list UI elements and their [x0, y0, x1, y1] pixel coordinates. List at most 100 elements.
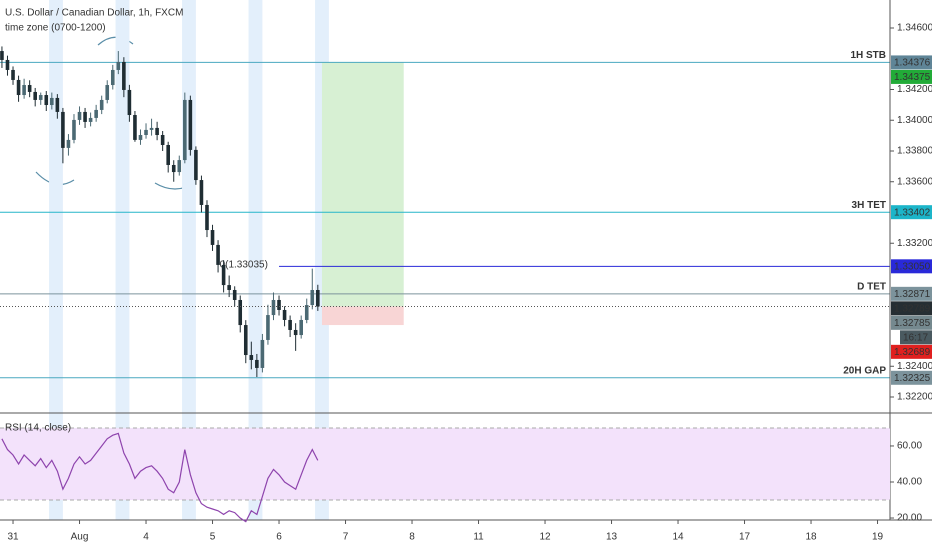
level-label: 3H TET: [852, 200, 886, 211]
candle-body: [133, 115, 137, 140]
pattern-arc: [97, 36, 134, 46]
candle-body: [144, 129, 148, 136]
y-tick-label: 1.33600: [897, 176, 932, 187]
level-label: 20H GAP: [843, 365, 886, 376]
candle-body: [310, 289, 315, 306]
candle-body: [177, 160, 182, 173]
price-tag: [891, 205, 932, 220]
candle-body: [316, 289, 320, 307]
candle-body: [0, 51, 4, 60]
x-tick-label: 4: [143, 532, 149, 543]
price-tag: [891, 344, 932, 359]
x-tick-label: Aug: [71, 532, 89, 543]
candle-body: [183, 99, 187, 161]
rsi-line: [1, 432, 319, 523]
candle-body: [266, 315, 270, 340]
price-tag-label: 1.32871: [894, 289, 931, 300]
chart-title: U.S. Dollar / Canadian Dollar, 1h, FXCM: [5, 8, 183, 19]
candle-body: [5, 59, 10, 70]
candle-body: [110, 69, 115, 86]
candle-body: [88, 117, 93, 122]
y-tick-label: 1.34200: [897, 84, 932, 95]
candle-body: [199, 180, 204, 205]
candle-body: [260, 339, 265, 368]
candle-body: [293, 329, 298, 336]
candle-body: [127, 89, 132, 116]
session-highlight: [115, 0, 130, 413]
candle-body: [99, 99, 104, 110]
price-tag-label: 1.34375: [894, 72, 931, 83]
candle-body: [33, 91, 37, 100]
price-tag-label: 1.34376: [894, 58, 931, 69]
candle-body: [282, 309, 287, 320]
price-tag-label: 1.33402: [894, 207, 931, 218]
candle-body: [304, 305, 309, 320]
y-tick-label: 1.33800: [897, 146, 932, 157]
candle-body: [94, 109, 98, 118]
x-tick-label: 11: [473, 532, 484, 543]
price-tag-label: 1.33050: [894, 261, 931, 272]
candle-body: [55, 97, 60, 112]
candle-body: [155, 127, 159, 136]
profit-zone: [321, 62, 404, 307]
x-tick-label: 18: [805, 532, 817, 543]
price-tag: [891, 69, 932, 84]
price-tag: [891, 301, 932, 316]
x-tick-label: 31: [7, 532, 19, 543]
candle-body: [27, 85, 32, 92]
x-tick-label: 12: [539, 532, 551, 543]
candle-body: [38, 95, 43, 100]
candle-body: [50, 97, 54, 106]
y-tick-label: 1.34000: [897, 115, 932, 126]
x-tick-label: 13: [606, 532, 618, 543]
y-tick-label: 1.33200: [897, 238, 932, 249]
candle-body: [210, 230, 215, 245]
x-tick-label: 14: [672, 532, 684, 543]
price-tag: [891, 259, 932, 274]
rsi-band: [0, 427, 890, 501]
candle-body: [44, 95, 49, 106]
y-tick-label: 1.32400: [897, 361, 932, 372]
candle-body: [277, 299, 281, 310]
candle-body: [138, 135, 143, 140]
candle-body: [77, 111, 82, 120]
x-tick-label: 6: [276, 532, 282, 543]
candle-body: [11, 69, 15, 80]
level-label: D TET: [857, 281, 886, 292]
candle-body: [166, 144, 170, 165]
x-tick-label: 5: [210, 532, 216, 543]
candle-body: [194, 149, 198, 181]
rsi-title: RSI (14, close): [5, 423, 71, 434]
price-tag: [891, 286, 932, 301]
candle-body: [66, 139, 71, 148]
candle-body: [72, 119, 76, 140]
candle-body: [238, 299, 243, 326]
x-tick-label: 8: [409, 532, 415, 543]
candle-body: [105, 85, 110, 100]
chart-subtitle: time zone (0700-1200): [5, 23, 106, 34]
candle-body: [299, 319, 303, 336]
candle-body: [216, 244, 220, 265]
candle-body: [61, 111, 65, 148]
candle-body: [188, 99, 193, 150]
loss-zone: [321, 306, 404, 326]
candle-body: [243, 325, 248, 356]
candle-body: [221, 264, 226, 286]
annotation: 0(1.33035): [220, 259, 268, 270]
y-tick-label: 1.32200: [897, 392, 932, 403]
candle-body: [232, 289, 237, 300]
rsi-tick-label: 20.00: [897, 513, 922, 524]
price-tag-label: 1.32325: [894, 373, 931, 384]
candle-body: [171, 164, 176, 173]
x-tick-label: 19: [872, 532, 884, 543]
candle-body: [22, 85, 26, 96]
price-tag: [891, 55, 932, 70]
x-tick-label: 7: [343, 532, 349, 543]
candle-body: [83, 111, 87, 122]
price-tag: [891, 370, 932, 385]
x-tick-label: 17: [739, 532, 751, 543]
y-tick-label: 1.34600: [897, 23, 932, 34]
countdown-label: 16:17: [903, 332, 928, 343]
candle-body: [271, 299, 276, 316]
